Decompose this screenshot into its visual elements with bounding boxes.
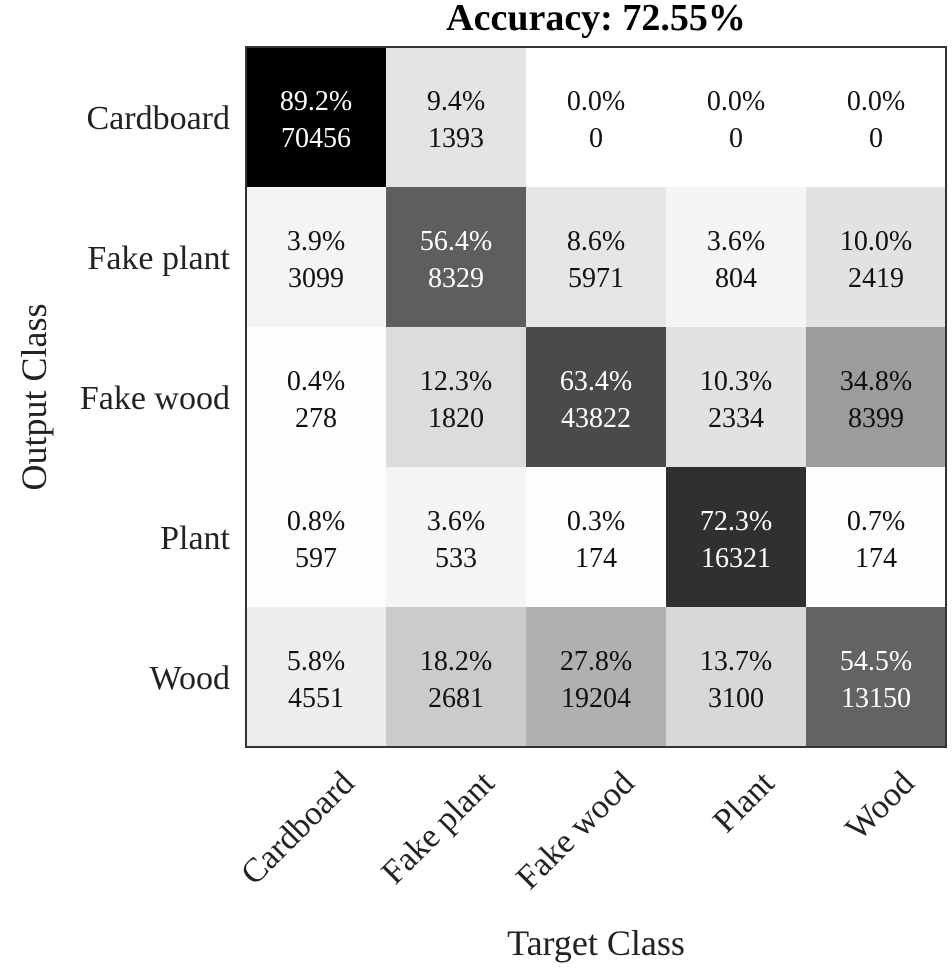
y-tick-label: Cardboard (86, 100, 230, 137)
cell-percent-label: 3.6% (707, 226, 765, 257)
cell-percent-label: 0.0% (567, 86, 625, 117)
heatmap-cell (806, 47, 946, 187)
cell-percent-label: 27.8% (560, 646, 632, 677)
x-tick-label: Cardboard (234, 764, 362, 892)
cell-count-label: 1820 (428, 403, 484, 434)
cell-count-label: 0 (589, 123, 603, 154)
cell-count-label: 0 (729, 123, 743, 154)
x-tick-label: Plant (706, 764, 782, 840)
cell-count-label: 16321 (701, 543, 771, 574)
heatmap-cell (666, 327, 806, 467)
heatmap-cell (806, 607, 946, 747)
cell-count-label: 3100 (708, 683, 764, 714)
cell-percent-label: 0.8% (287, 506, 345, 537)
cell-count-label: 2334 (708, 403, 764, 434)
cell-count-label: 8399 (848, 403, 904, 434)
cell-percent-label: 8.6% (567, 226, 625, 257)
cell-count-label: 70456 (281, 123, 351, 154)
cell-percent-label: 0.0% (707, 86, 765, 117)
cell-percent-label: 0.7% (847, 506, 905, 537)
cell-percent-label: 10.3% (700, 366, 772, 397)
cell-count-label: 4551 (288, 683, 344, 714)
cell-percent-label: 18.2% (420, 646, 492, 677)
cell-count-label: 1393 (428, 123, 484, 154)
cell-percent-label: 56.4% (420, 226, 492, 257)
heatmap-cell-labels: 89.2% 70456 9.4% 1393 0.0% 0 0.0% 0 0.0% 0 3.9% 309… (280, 86, 912, 714)
y-tick-label: Plant (160, 520, 230, 557)
cell-count-label: 278 (295, 403, 337, 434)
cell-percent-label: 5.8% (287, 646, 345, 677)
cell-count-label: 533 (435, 543, 477, 574)
cell-percent-label: 63.4% (560, 366, 632, 397)
cell-percent-label: 3.6% (427, 506, 485, 537)
cell-count-label: 804 (715, 263, 757, 294)
heatmap-cell (386, 327, 526, 467)
cell-percent-label: 13.7% (700, 646, 772, 677)
cell-percent-label: 0.3% (567, 506, 625, 537)
heatmap-cell (666, 467, 806, 607)
heatmap-cells (246, 47, 946, 747)
heatmap-cell (526, 327, 666, 467)
y-tick-labels: Cardboard Fake plant Fake wood Plant Wood (80, 100, 231, 697)
heatmap-cell (526, 187, 666, 327)
cell-count-label: 8329 (428, 263, 484, 294)
cell-percent-label: 12.3% (420, 366, 492, 397)
heatmap-cell (526, 467, 666, 607)
heatmap-cell (386, 187, 526, 327)
cell-percent-label: 34.8% (840, 366, 912, 397)
heatmap-cell (246, 47, 386, 187)
cell-count-label: 13150 (841, 683, 911, 714)
heatmap-cell (666, 607, 806, 747)
cell-count-label: 0 (869, 123, 883, 154)
y-tick-label: Wood (150, 660, 230, 697)
heatmap-cell (386, 47, 526, 187)
heatmap-cell (386, 467, 526, 607)
heatmap-cell (806, 327, 946, 467)
heatmap-cell (806, 467, 946, 607)
x-tick-labels: Cardboard Fake plant Fake wood Plant Wood (234, 764, 922, 897)
y-tick-label: Fake wood (80, 380, 230, 417)
heatmap-cell (246, 327, 386, 467)
cell-count-label: 2419 (848, 263, 904, 294)
heatmap-cell (386, 607, 526, 747)
x-tick-label: Fake wood (509, 764, 641, 896)
heatmap-cell (246, 467, 386, 607)
cell-percent-label: 3.9% (287, 226, 345, 257)
cell-percent-label: 0.0% (847, 86, 905, 117)
cell-count-label: 5971 (568, 263, 624, 294)
heatmap-cell (666, 47, 806, 187)
heatmap-cell (526, 607, 666, 747)
cell-percent-label: 72.3% (700, 506, 772, 537)
heatmap-cell (666, 187, 806, 327)
x-axis-label: Target Class (507, 923, 685, 963)
heatmap-cell (806, 187, 946, 327)
x-tick-label: Wood (839, 764, 922, 847)
heatmap-cell (246, 187, 386, 327)
y-tick-label: Fake plant (87, 240, 230, 277)
cell-count-label: 19204 (561, 683, 631, 714)
cell-percent-label: 89.2% (280, 86, 352, 117)
plot-border (245, 46, 947, 748)
cell-count-label: 174 (575, 543, 617, 574)
cell-count-label: 2681 (428, 683, 484, 714)
cell-percent-label: 10.0% (840, 226, 912, 257)
cell-count-label: 174 (855, 543, 897, 574)
cell-percent-label: 54.5% (840, 646, 912, 677)
cell-count-label: 3099 (288, 263, 344, 294)
cell-percent-label: 9.4% (427, 86, 485, 117)
heatmap-cell (526, 47, 666, 187)
cell-percent-label: 0.4% (287, 366, 345, 397)
x-tick-label: Fake plant (375, 764, 502, 891)
chart-title: Accuracy: 72.55% (446, 0, 746, 39)
cell-count-label: 597 (295, 543, 337, 574)
cell-count-label: 43822 (561, 403, 631, 434)
y-axis-label: Output Class (14, 303, 54, 490)
heatmap-cell (246, 607, 386, 747)
